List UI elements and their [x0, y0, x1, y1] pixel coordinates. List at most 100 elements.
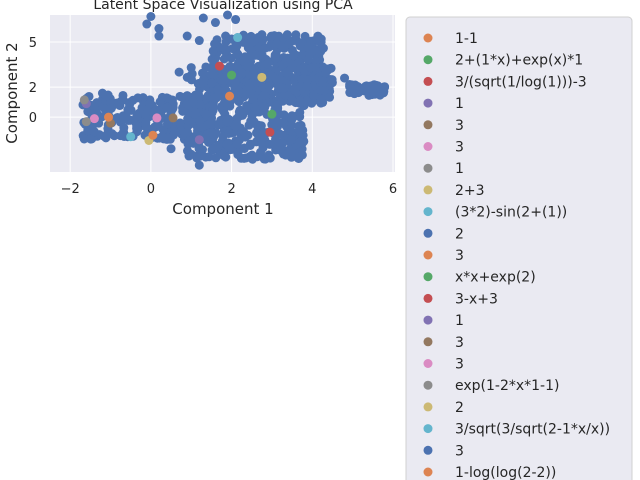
latent-point [279, 83, 289, 93]
latent-point [89, 127, 99, 137]
latent-point [302, 75, 312, 85]
legend-label: 3 [455, 357, 464, 373]
latent-point [205, 119, 215, 129]
latent-point [102, 129, 112, 139]
legend-label: 3 [455, 118, 464, 134]
latent-point [194, 160, 204, 170]
legend-marker [423, 380, 433, 390]
latent-point [340, 73, 350, 83]
latent-point [121, 112, 131, 122]
latent-point [368, 87, 378, 97]
legend-label: 1 [455, 161, 464, 177]
y-tick-label: 2 [29, 81, 37, 96]
latent-point [97, 88, 107, 98]
latent-point [234, 135, 244, 145]
y-tick-label: 5 [29, 36, 37, 51]
latent-point [287, 120, 297, 130]
expression-point [152, 113, 162, 123]
latent-point [230, 77, 240, 87]
latent-point [258, 36, 268, 46]
latent-point [272, 39, 282, 49]
latent-point [182, 72, 192, 82]
latent-point [312, 34, 322, 44]
latent-point [106, 103, 116, 113]
latent-point [251, 50, 261, 60]
latent-point [218, 150, 228, 160]
latent-point [174, 67, 184, 77]
latent-point [264, 81, 274, 91]
latent-point [239, 37, 249, 47]
legend-label: exp(1-2*x*1-1) [455, 378, 559, 394]
latent-point [325, 92, 335, 102]
legend-marker [423, 250, 433, 260]
latent-point [275, 129, 285, 139]
legend-marker [423, 424, 433, 434]
latent-point [145, 99, 155, 109]
latent-point [247, 154, 257, 164]
latent-point [183, 139, 193, 149]
latent-point [287, 135, 297, 145]
x-tick-label: −2 [61, 182, 80, 197]
latent-point [182, 31, 192, 41]
latent-point [207, 78, 217, 88]
latent-point [199, 75, 209, 85]
expression-point [225, 91, 235, 101]
latent-point [132, 121, 142, 131]
latent-point [201, 62, 211, 72]
expression-point [233, 33, 243, 43]
legend-label: (3*2)-sin(2+(1)) [455, 205, 567, 221]
latent-point [249, 65, 259, 75]
latent-point [133, 93, 143, 103]
latent-point [291, 30, 301, 40]
latent-point [119, 123, 129, 133]
legend-marker [423, 272, 433, 282]
latent-point [213, 85, 223, 95]
latent-point [376, 84, 386, 94]
x-tick-label: 6 [389, 182, 397, 197]
latent-point [208, 105, 218, 115]
legend-marker [423, 33, 433, 43]
latent-point [123, 105, 133, 115]
latent-point [270, 52, 280, 62]
latent-point [204, 137, 214, 147]
expression-point [104, 112, 114, 122]
legend-marker [423, 98, 433, 108]
latent-point [210, 39, 220, 49]
latent-point [267, 120, 277, 130]
latent-point [194, 36, 204, 46]
latent-point [260, 43, 270, 53]
latent-point [234, 68, 244, 78]
legend: 1-1 2+(1*x)+exp(x)*1 3/(sqrt(1/log(1)))-3 1… [405, 16, 633, 480]
latent-point [287, 147, 297, 157]
latent-point [256, 121, 266, 131]
latent-point [278, 138, 288, 148]
x-tick-label: 2 [227, 182, 235, 197]
latent-point [154, 31, 164, 41]
latent-point [226, 53, 236, 63]
legend-label: 2 [455, 400, 464, 416]
latent-point [284, 39, 294, 49]
latent-point [201, 152, 211, 162]
latent-point [222, 139, 232, 149]
series-points [79, 33, 277, 145]
latent-point [327, 75, 337, 85]
latent-point [219, 76, 229, 86]
latent-point [234, 97, 244, 107]
legend-marker [423, 315, 433, 325]
latent-point [154, 24, 164, 34]
latent-point [294, 121, 304, 131]
latent-point [297, 63, 307, 73]
latent-point [158, 133, 168, 143]
latent-point [175, 119, 185, 129]
bulk-points [78, 10, 390, 170]
legend-marker [423, 185, 433, 195]
latent-point [295, 137, 305, 147]
latent-point [183, 115, 193, 125]
legend-label: 2+3 [455, 183, 485, 199]
latent-point [356, 85, 366, 95]
expression-point [245, 88, 255, 98]
latent-point [141, 119, 151, 129]
expression-point [89, 114, 99, 124]
legend-label: 3/(sqrt(1/log(1)))-3 [455, 74, 587, 90]
x-tick-labels: −2 0 2 4 6 [61, 182, 398, 197]
